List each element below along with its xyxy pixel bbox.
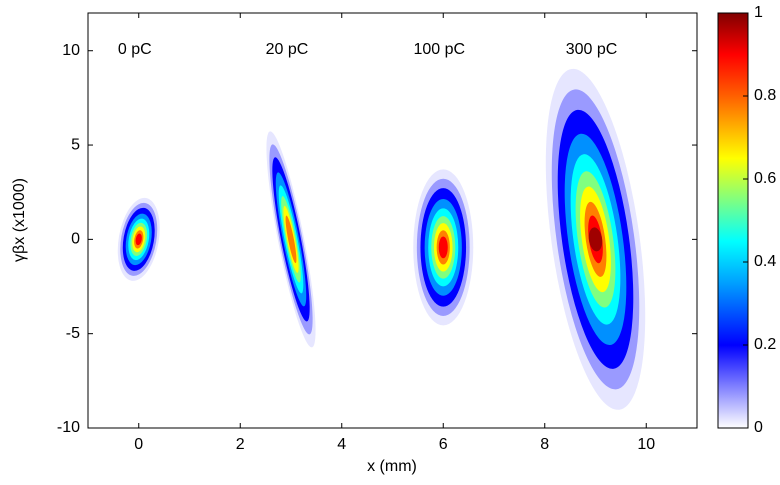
y-tick-label: -10 xyxy=(57,419,80,436)
density-level xyxy=(438,236,448,259)
colorbar xyxy=(717,12,749,429)
x-tick-label: 6 xyxy=(439,436,448,453)
colorbar-tick-label: 0.8 xyxy=(754,87,776,104)
density-level xyxy=(588,227,603,252)
beam-label: 20 pC xyxy=(266,41,309,58)
colorbar-tick-label: 1 xyxy=(754,4,763,21)
y-tick-label: -5 xyxy=(66,325,80,342)
x-tick-label: 10 xyxy=(637,436,655,453)
y-tick-label: 0 xyxy=(71,231,80,248)
beam-label: 100 pC xyxy=(413,41,465,58)
y-tick-label: 10 xyxy=(62,42,80,59)
density-level xyxy=(285,215,297,264)
density-layer xyxy=(117,68,646,410)
density-level xyxy=(135,233,142,246)
y-axis-label: γβx (x1000) xyxy=(11,178,28,262)
x-axis-label: x (mm) xyxy=(367,458,417,475)
x-tick-label: 2 xyxy=(236,436,245,453)
beam-density xyxy=(413,169,474,326)
x-tick-label: 0 xyxy=(134,436,143,453)
beam-label: 300 pC xyxy=(566,41,618,58)
colorbar-tick-label: 0.4 xyxy=(754,253,776,270)
colorbar-tick-label: 0 xyxy=(754,419,763,436)
beam-density xyxy=(117,197,160,281)
x-tick-label: 8 xyxy=(540,436,549,453)
y-tick-label: 5 xyxy=(71,136,80,153)
x-tick-label: 4 xyxy=(337,436,346,453)
beam-density xyxy=(545,68,646,410)
beam-density xyxy=(266,131,316,348)
plot-frame xyxy=(87,12,698,429)
colorbar-tick-label: 0.2 xyxy=(754,336,776,353)
beam-label: 0 pC xyxy=(118,41,152,58)
colorbar-tick-label: 0.6 xyxy=(754,170,776,187)
